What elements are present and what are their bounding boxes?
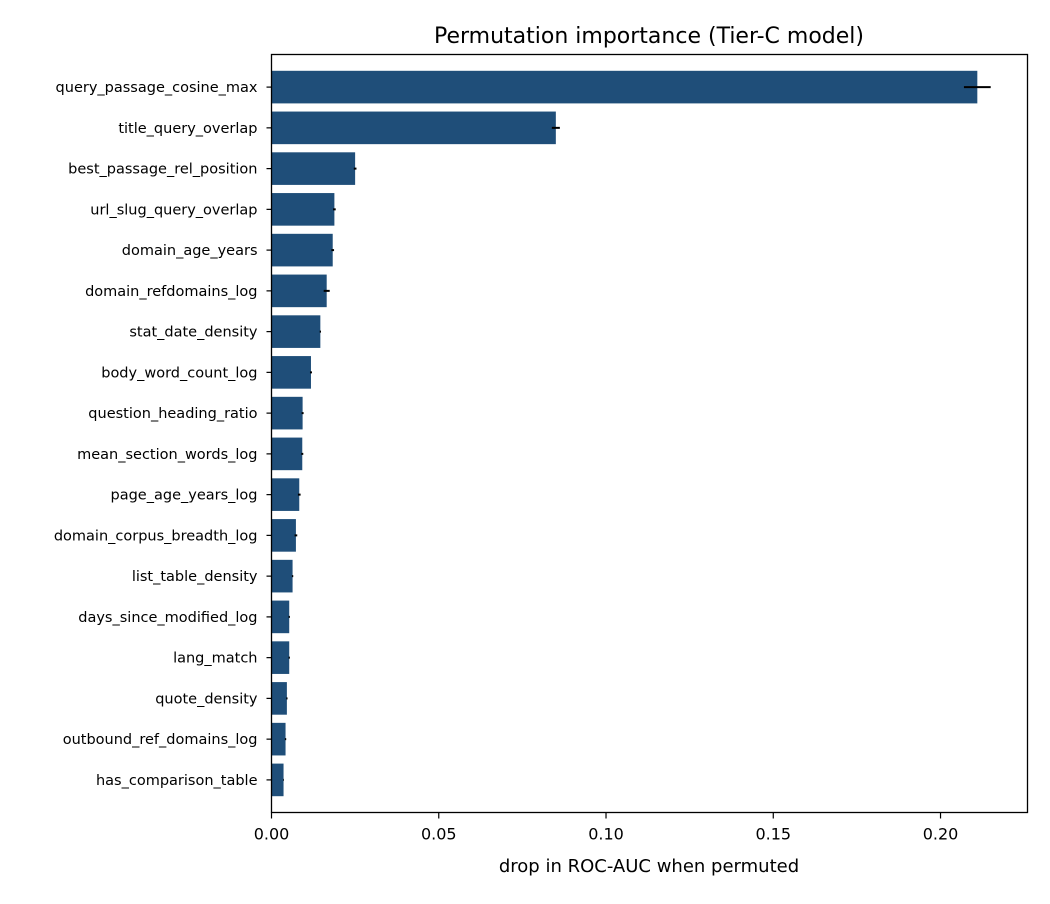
bar — [271, 641, 290, 674]
y-tick-label: list_table_density — [132, 569, 258, 585]
y-tick-label: query_passage_cosine_max — [56, 80, 258, 96]
y-tick-label: mean_section_words_log — [77, 447, 257, 463]
bar — [271, 559, 293, 593]
bar — [271, 722, 286, 756]
bar — [271, 274, 327, 308]
bar — [271, 356, 311, 389]
bar — [271, 111, 556, 145]
error-bars-group — [283, 86, 991, 781]
y-tick-label: best_passage_rel_position — [68, 162, 257, 178]
y-tick-label: url_slug_query_overlap — [90, 202, 257, 218]
x-tick-label: 0.10 — [588, 825, 624, 844]
bar — [271, 396, 303, 430]
y-tick-label: question_heading_ratio — [88, 406, 257, 422]
bar — [271, 70, 978, 104]
chart-title: Permutation importance (Tier-C model) — [434, 24, 864, 49]
x-tick-label: 0.20 — [923, 825, 959, 844]
bar — [271, 152, 356, 185]
bar — [271, 193, 335, 226]
bar — [271, 519, 296, 552]
y-tick-label: domain_corpus_breadth_log — [54, 528, 258, 544]
y-tick-label: quote_density — [155, 691, 258, 707]
y-axis-ticks: query_passage_cosine_max title_query_over… — [54, 80, 272, 789]
bar — [271, 233, 333, 267]
y-tick-label: stat_date_density — [129, 325, 258, 341]
y-tick-label: title_query_overlap — [118, 121, 257, 137]
x-axis-ticks: 0.00 0.05 0.10 0.15 0.20 — [254, 812, 959, 844]
y-tick-label: body_word_count_log — [101, 365, 257, 381]
y-tick-label: days_since_modified_log — [78, 610, 257, 626]
y-tick-label: page_age_years_log — [111, 488, 258, 504]
y-tick-label: lang_match — [173, 651, 257, 667]
bar — [271, 315, 321, 348]
y-tick-label: domain_refdomains_log — [85, 284, 257, 300]
y-tick-label: outbound_ref_domains_log — [63, 732, 258, 748]
bar — [271, 478, 300, 511]
x-axis-label: drop in ROC-AUC when permuted — [499, 856, 799, 877]
bar — [271, 682, 287, 715]
bar — [271, 600, 290, 634]
bar — [271, 763, 284, 797]
bars-group — [271, 70, 978, 797]
x-tick-label: 0.05 — [421, 825, 457, 844]
y-tick-label: has_comparison_table — [96, 773, 258, 789]
bar — [271, 437, 303, 471]
plot-frame — [270, 53, 1029, 814]
x-tick-label: 0.15 — [755, 825, 791, 844]
x-tick-label: 0.00 — [254, 825, 290, 844]
y-tick-label: domain_age_years — [122, 243, 258, 259]
